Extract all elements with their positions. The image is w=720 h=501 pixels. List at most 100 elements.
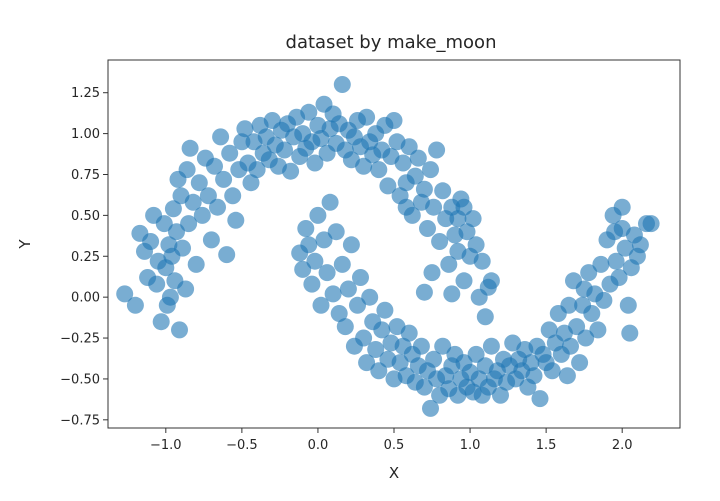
data-point xyxy=(415,180,433,198)
y-tick-label: 0.25 xyxy=(71,250,100,265)
data-point xyxy=(330,305,348,322)
data-point xyxy=(568,318,586,336)
data-point xyxy=(385,112,403,129)
data-point xyxy=(276,141,293,159)
data-point xyxy=(361,288,379,306)
data-point xyxy=(300,103,318,121)
data-point xyxy=(164,200,182,218)
y-tick-label: 1.00 xyxy=(71,127,100,142)
data-point xyxy=(467,236,485,254)
x-axis-label: X xyxy=(389,464,399,482)
data-point xyxy=(367,341,385,358)
data-point xyxy=(358,108,376,126)
data-point xyxy=(297,220,315,237)
x-tick-label: 0.0 xyxy=(308,438,329,453)
data-point xyxy=(370,362,388,380)
data-point xyxy=(242,174,260,192)
data-point xyxy=(206,157,223,175)
data-point xyxy=(642,215,660,233)
data-point xyxy=(482,337,500,355)
data-point xyxy=(595,291,613,309)
data-point xyxy=(126,296,144,314)
data-point xyxy=(412,337,430,355)
data-point xyxy=(560,296,578,314)
data-point xyxy=(236,120,254,138)
data-point xyxy=(315,231,333,249)
data-point xyxy=(370,161,388,179)
data-point xyxy=(423,264,441,282)
data-point xyxy=(373,321,391,339)
data-point xyxy=(455,198,473,216)
data-point xyxy=(358,354,376,372)
data-point xyxy=(543,362,561,380)
data-point xyxy=(492,386,509,404)
data-point xyxy=(303,275,321,293)
y-tick-label: 0.50 xyxy=(71,209,100,224)
x-tick-label: 0.5 xyxy=(384,438,405,453)
data-point xyxy=(540,321,558,339)
data-point xyxy=(174,239,191,257)
data-point xyxy=(467,345,485,363)
data-point xyxy=(577,329,595,347)
x-tick-label: 2.0 xyxy=(612,438,633,453)
data-point xyxy=(202,231,220,249)
data-point xyxy=(193,206,211,224)
data-point xyxy=(592,255,610,273)
data-point xyxy=(171,321,188,339)
data-point xyxy=(190,174,208,192)
data-point xyxy=(425,350,443,368)
data-point xyxy=(181,139,199,157)
data-point xyxy=(415,283,433,301)
data-point xyxy=(352,269,369,286)
data-point xyxy=(309,206,327,224)
data-point xyxy=(327,223,345,241)
data-point xyxy=(218,246,236,264)
data-point xyxy=(161,288,179,306)
data-point xyxy=(464,210,482,228)
data-point xyxy=(233,133,251,151)
chart-title: dataset by make_moon xyxy=(286,32,497,53)
data-point xyxy=(339,280,357,298)
data-point xyxy=(321,193,339,211)
y-tick-label: 0.00 xyxy=(71,291,100,306)
y-tick-label: −0.25 xyxy=(60,332,100,347)
data-point xyxy=(212,128,230,146)
data-point xyxy=(177,280,195,298)
data-point xyxy=(209,198,226,216)
data-point xyxy=(607,252,625,270)
data-point xyxy=(562,337,579,355)
data-point xyxy=(606,223,624,241)
data-point xyxy=(300,236,318,254)
data-point xyxy=(148,275,166,293)
y-tick-label: −0.75 xyxy=(60,413,100,428)
data-point xyxy=(400,324,418,342)
data-point xyxy=(571,354,589,372)
x-tick-label: 1.0 xyxy=(460,438,481,453)
data-point xyxy=(224,187,242,205)
data-point xyxy=(312,296,330,314)
data-point xyxy=(575,280,593,298)
x-axis: −1.0 −0.5 0.0 0.5 1.0 1.5 2.0 xyxy=(150,428,633,453)
data-point xyxy=(525,367,543,385)
data-point xyxy=(318,264,336,282)
data-point xyxy=(342,236,360,254)
data-point xyxy=(425,198,443,216)
data-point xyxy=(431,233,449,250)
data-point xyxy=(221,144,239,162)
data-point xyxy=(415,378,433,396)
data-point xyxy=(422,161,439,179)
data-point xyxy=(324,285,342,303)
data-point xyxy=(155,215,173,233)
data-point xyxy=(336,318,354,336)
data-point xyxy=(409,149,427,167)
data-point xyxy=(187,255,205,273)
data-point xyxy=(428,141,446,159)
data-point xyxy=(558,367,576,385)
data-point xyxy=(434,182,452,200)
y-axis-label: Y xyxy=(16,239,34,250)
y-tick-label: −0.50 xyxy=(60,372,100,387)
data-point xyxy=(180,215,198,233)
data-point xyxy=(419,220,436,237)
data-point xyxy=(199,187,217,205)
